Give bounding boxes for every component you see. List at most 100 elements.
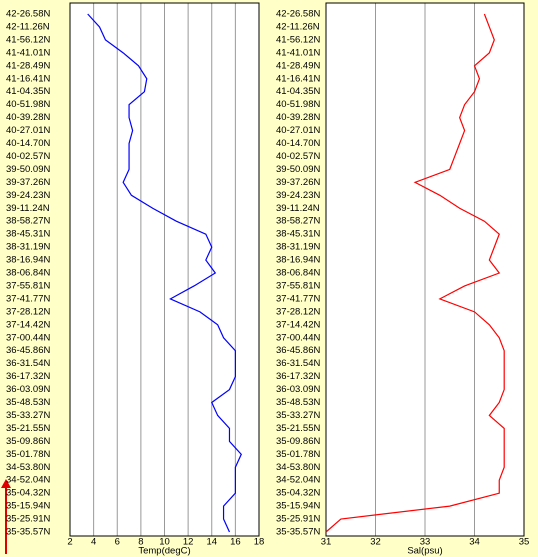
y-tick-label: 38-16.94N (276, 255, 321, 266)
x-tick-label: 2 (67, 537, 72, 548)
y-tick-label: 42-26.58N (276, 9, 321, 20)
plot-border (69, 2, 260, 537)
y-tick-label: 35-35.57N (276, 527, 321, 538)
y-tick-label: 40-39.28N (6, 112, 51, 123)
plot-border (325, 2, 525, 537)
y-tick-label: 39-11.24N (276, 203, 320, 214)
y-tick-label: 38-31.19N (276, 242, 321, 253)
x-tick-label: 16 (230, 537, 241, 548)
y-tick-label: 38-58.27N (276, 216, 321, 227)
y-tick-label: 40-51.98N (276, 99, 321, 110)
y-tick-label: 35-48.53N (6, 397, 51, 408)
y-tick-label: 41-04.35N (276, 86, 321, 97)
x-tick-label: 4 (91, 537, 96, 548)
y-tick-label: 35-21.55N (6, 423, 51, 434)
y-tick-label: 41-56.12N (276, 34, 321, 45)
y-tick-label: 37-14.42N (6, 319, 51, 330)
y-tick-label: 35-09.86N (6, 436, 51, 447)
y-tick-label: 38-45.31N (6, 229, 51, 240)
y-tick-label: 40-27.01N (276, 125, 321, 136)
y-tick-label: 39-50.09N (276, 164, 321, 175)
y-tick-label: 38-31.19N (6, 242, 51, 253)
y-tick-label: 41-04.35N (6, 86, 51, 97)
y-tick-label: 41-56.12N (6, 34, 51, 45)
x-tick-label: 31 (321, 537, 332, 548)
x-tick-label: 34 (469, 537, 480, 548)
y-tick-label: 39-24.23N (6, 190, 51, 201)
y-tick-label: 37-41.77N (276, 293, 321, 304)
y-tick-label: 34-53.80N (276, 462, 321, 473)
y-tick-label: 38-58.27N (6, 216, 51, 227)
x-tick-label: 12 (183, 537, 194, 548)
x-tick-label: 32 (370, 537, 381, 548)
y-tick-label: 36-45.86N (276, 345, 321, 356)
y-tick-label: 41-41.01N (6, 47, 51, 58)
y-tick-label: 35-25.91N (6, 514, 51, 525)
y-tick-label: 35-33.27N (6, 410, 51, 421)
y-tick-label: 35-15.94N (276, 501, 321, 512)
y-tick-label: 40-51.98N (6, 99, 51, 110)
y-tick-label: 40-14.70N (6, 138, 51, 149)
y-tick-label: 35-35.57N (6, 527, 51, 538)
y-tick-label: 36-03.09N (6, 384, 51, 395)
y-tick-label: 39-37.26N (6, 177, 51, 188)
x-tick-label: 14 (206, 537, 217, 548)
arrow-head (1, 479, 11, 488)
y-tick-label: 35-15.94N (6, 501, 51, 512)
y-tick-label: 37-41.77N (6, 293, 51, 304)
x-tick-label: 10 (159, 537, 170, 548)
y-tick-label: 36-03.09N (276, 384, 321, 395)
y-tick-label: 37-28.12N (6, 306, 51, 317)
x-tick-label: 6 (115, 537, 120, 548)
y-tick-label: 40-14.70N (276, 138, 321, 149)
y-tick-label: 37-14.42N (276, 319, 321, 330)
y-tick-label: 37-28.12N (276, 306, 321, 317)
y-tick-label: 42-26.58N (6, 9, 51, 20)
y-tick-label: 36-17.32N (276, 371, 321, 382)
y-tick-label: 34-52.04N (6, 475, 51, 486)
y-tick-label: 35-21.55N (276, 423, 321, 434)
y-tick-label: 36-31.54N (6, 358, 51, 369)
y-tick-label: 39-50.09N (6, 164, 51, 175)
y-tick-label: 39-24.23N (276, 190, 321, 201)
y-tick-label: 40-02.57N (276, 151, 321, 162)
x-axis-title: Temp(degC) (138, 546, 190, 557)
y-tick-label: 38-16.94N (6, 255, 51, 266)
y-tick-label: 35-01.78N (6, 449, 51, 460)
y-tick-label: 41-28.49N (6, 60, 51, 71)
x-tick-label: 18 (254, 537, 265, 548)
y-tick-label: 41-28.49N (276, 60, 321, 71)
y-tick-label: 40-27.01N (6, 125, 51, 136)
y-tick-label: 39-11.24N (6, 203, 50, 214)
y-tick-label: 42-11.26N (6, 21, 50, 32)
x-tick-label: 33 (420, 537, 431, 548)
y-tick-label: 41-41.01N (276, 47, 321, 58)
x-axis-title: Sal(psu) (407, 546, 442, 557)
y-tick-label: 37-55.81N (6, 280, 51, 291)
y-tick-label: 36-31.54N (276, 358, 321, 369)
x-tick-label: 35 (519, 537, 530, 548)
y-tick-label: 36-45.86N (6, 345, 51, 356)
y-tick-label: 36-17.32N (6, 371, 51, 382)
data-line (87, 13, 242, 533)
y-tick-label: 37-55.81N (276, 280, 321, 291)
y-tick-label: 35-33.27N (276, 410, 321, 421)
y-tick-label: 40-39.28N (276, 112, 321, 123)
y-tick-label: 37-00.44N (6, 332, 51, 343)
y-tick-label: 35-09.86N (276, 436, 321, 447)
y-tick-label: 38-06.84N (6, 268, 51, 279)
y-tick-label: 42-11.26N (276, 21, 320, 32)
y-tick-label: 37-00.44N (276, 332, 321, 343)
y-tick-label: 41-16.41N (6, 73, 51, 84)
y-tick-label: 40-02.57N (6, 151, 51, 162)
y-tick-label: 38-06.84N (276, 268, 321, 279)
data-line (325, 13, 505, 533)
y-tick-label: 34-52.04N (276, 475, 321, 486)
y-tick-label: 38-45.31N (276, 229, 321, 240)
y-tick-label: 39-37.26N (276, 177, 321, 188)
y-tick-label: 35-25.91N (276, 514, 321, 525)
y-tick-label: 35-01.78N (276, 449, 321, 460)
y-tick-label: 35-04.32N (276, 488, 321, 499)
y-tick-label: 41-16.41N (276, 73, 321, 84)
